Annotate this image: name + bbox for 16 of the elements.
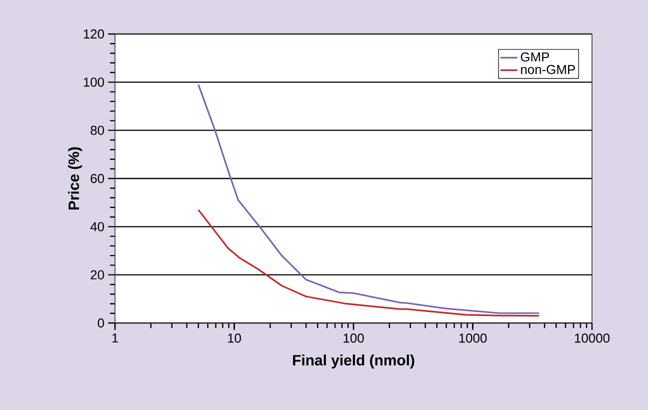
- legend-label: GMP: [520, 52, 550, 62]
- x-tick-label: 10: [228, 334, 241, 343]
- x-tick-label: 1000: [459, 334, 487, 343]
- x-tick-label: 1: [112, 334, 118, 342]
- x-axis-title: Final yield (nmol): [293, 354, 414, 368]
- y-tick-label: 60: [90, 174, 104, 184]
- y-tick-label: 20: [90, 270, 104, 280]
- x-tick-label: 10000: [574, 334, 610, 343]
- y-tick-label: 80: [90, 126, 104, 135]
- y-tick-label: 40: [90, 222, 104, 232]
- y-axis-title: Price (%): [68, 147, 82, 210]
- y-tick-label: 120: [84, 29, 104, 39]
- y-tick-label: 100: [84, 78, 104, 87]
- y-tick-label: 0: [98, 318, 104, 328]
- x-tick-label: 100: [344, 334, 364, 343]
- legend-label: non-GMP: [521, 64, 575, 74]
